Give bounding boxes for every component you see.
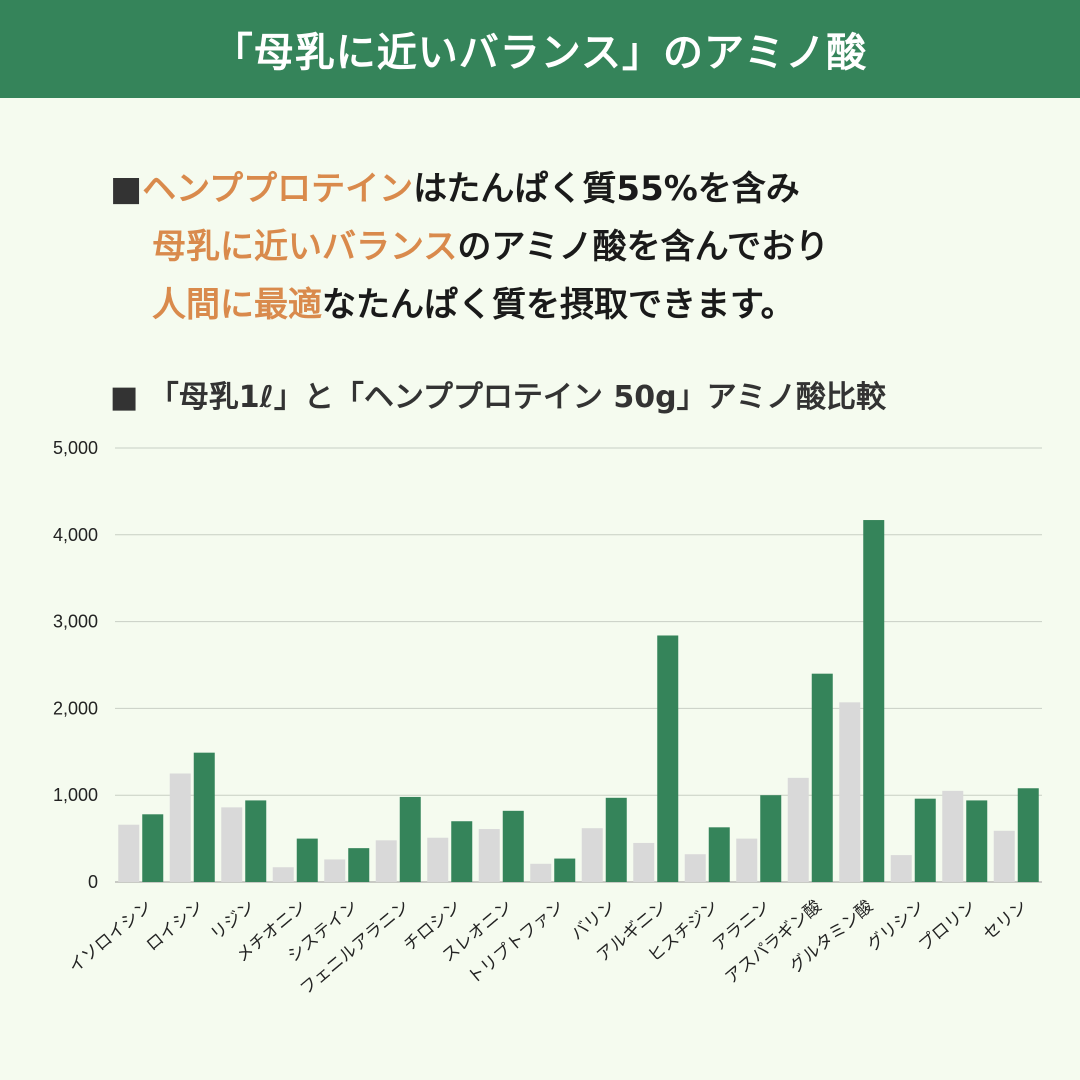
bar-hemp [142, 814, 164, 882]
bar-hemp [348, 848, 370, 882]
bar-milk [839, 702, 861, 882]
chart-gridlines [115, 447, 1042, 883]
bar-milk [890, 855, 912, 882]
bar-milk [581, 828, 603, 882]
bar-milk [324, 859, 346, 882]
bar-hemp [708, 827, 730, 882]
bar-hemp [760, 795, 782, 882]
bar-hemp [657, 635, 679, 882]
y-tick-label: 1,000 [53, 785, 98, 805]
bar-hemp [966, 800, 988, 882]
bar-milk [942, 790, 964, 882]
bar-milk [427, 837, 449, 882]
intro-line-1: ■ヘンププロテインはたんぱく質55%を含み [110, 160, 1010, 218]
bar-hemp [811, 673, 833, 882]
intro-highlight-1: ヘンププロテイン [142, 169, 414, 209]
bullet-square: ■ [110, 169, 143, 209]
bar-milk [375, 840, 397, 882]
bar-hemp [914, 798, 936, 882]
y-tick-label: 0 [88, 872, 98, 892]
y-tick-label: 4,000 [53, 525, 98, 545]
bar-hemp [863, 520, 885, 882]
intro-rest-1: はたんぱく質55%を含み [413, 169, 800, 209]
bar-milk [684, 854, 706, 882]
x-category-label: ロイシン [143, 897, 208, 956]
bar-milk [993, 830, 1015, 882]
bar-hemp [296, 838, 318, 882]
bar-milk [272, 867, 294, 882]
bar-hemp [399, 796, 421, 882]
intro-line-3: 人間に最適なたんぱく質を摂取できます。 [110, 276, 1010, 334]
bar-milk [736, 838, 758, 882]
bar-milk [169, 773, 191, 882]
chart-title: ■ 「母乳1ℓ」と「ヘンププロテイン 50g」アミノ酸比較 [110, 380, 886, 415]
intro-highlight-3: 人間に最適 [152, 285, 322, 325]
intro-rest-3: なたんぱく質を摂取できます。 [322, 285, 795, 325]
intro-text: ■ヘンププロテインはたんぱく質55%を含み 母乳に近いバランスのアミノ酸を含んで… [110, 160, 1010, 334]
x-category-label: イソロイシン [65, 897, 156, 978]
intro-line-2: 母乳に近いバランスのアミノ酸を含んでおり [110, 218, 1010, 276]
bar-milk [478, 829, 500, 882]
x-category-label: セリン [980, 897, 1032, 945]
y-tick-label: 3,000 [53, 612, 98, 632]
bar-hemp [554, 858, 576, 882]
bar-milk [118, 824, 140, 882]
banner-title: 「母乳に近いバランス」のアミノ酸 [212, 30, 868, 76]
y-tick-label: 2,000 [53, 698, 98, 718]
bar-milk [221, 807, 243, 882]
x-category-label: プロリン [915, 897, 980, 956]
intro-rest-2: のアミノ酸を含んでおり [457, 227, 829, 267]
bar-hemp [193, 752, 215, 882]
y-tick-label: 5,000 [53, 438, 98, 458]
x-category-label: グリシン [864, 897, 929, 956]
header-banner: 「母乳に近いバランス」のアミノ酸 [0, 0, 1080, 98]
bar-hemp [451, 821, 473, 882]
bar-hemp [245, 800, 267, 882]
bar-milk [787, 777, 809, 882]
chart-bars [118, 520, 1039, 882]
intro-highlight-2: 母乳に近いバランス [152, 227, 458, 267]
bar-hemp [502, 810, 524, 882]
bar-milk [633, 842, 655, 882]
bar-hemp [1017, 788, 1039, 882]
bar-hemp [605, 797, 627, 882]
bar-milk [530, 863, 552, 882]
